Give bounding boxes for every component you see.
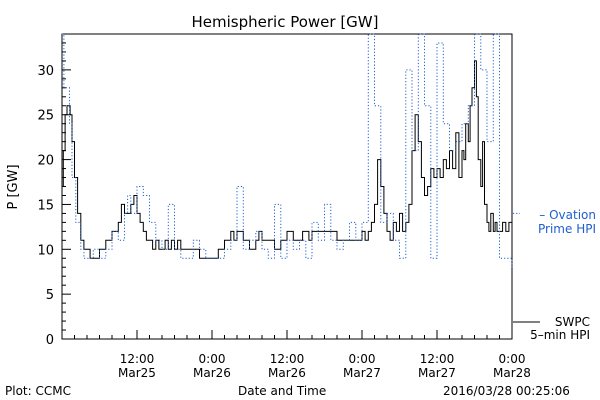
legend-swpc-label: 5–min HPI xyxy=(530,328,590,342)
x-tick-time-label: 0:00 xyxy=(199,352,226,366)
x-tick-time-label: 12:00 xyxy=(420,352,455,366)
timestamp: 2016/03/28 00:25:06 xyxy=(443,384,570,398)
x-tick-date-label: Mar26 xyxy=(193,366,231,380)
x-tick-time-label: 12:00 xyxy=(270,352,305,366)
y-tick-label: 10 xyxy=(37,243,54,258)
x-tick-date-label: Mar27 xyxy=(343,366,381,380)
plot-frame xyxy=(61,33,513,340)
y-tick-label: 30 xyxy=(37,64,54,79)
x-axis-label: Date and Time xyxy=(238,384,327,398)
y-tick-label: 15 xyxy=(37,198,54,213)
x-tick-date-label: Mar28 xyxy=(493,366,531,380)
y-axis-label: P [GW] xyxy=(6,164,21,209)
x-tick-time-label: 12:00 xyxy=(120,352,155,366)
series-line-ovation xyxy=(62,33,513,268)
axes: 05101520253012:00Mar250:00Mar2612:00Mar2… xyxy=(37,33,531,380)
plot-credit: Plot: CCMC xyxy=(5,384,71,398)
y-tick-label: 0 xyxy=(46,333,54,348)
x-tick-date-label: Mar25 xyxy=(118,366,156,380)
y-tick-label: 25 xyxy=(37,109,54,124)
series-line-swpc xyxy=(62,60,512,259)
legend-ovation-label: Prime HPI xyxy=(538,222,596,236)
y-tick-label: 5 xyxy=(46,288,54,303)
chart-title: Hemispheric Power [GW] xyxy=(192,13,379,31)
series-layer xyxy=(62,33,513,268)
x-tick-time-label: 0:00 xyxy=(499,352,526,366)
legend-ovation-label: – Ovation xyxy=(539,208,596,222)
x-tick-date-label: Mar26 xyxy=(268,366,306,380)
y-tick-label: 20 xyxy=(37,154,54,169)
x-tick-time-label: 0:00 xyxy=(349,352,376,366)
legend-swpc-label: SWPC xyxy=(555,315,590,329)
x-tick-date-label: Mar27 xyxy=(418,366,456,380)
